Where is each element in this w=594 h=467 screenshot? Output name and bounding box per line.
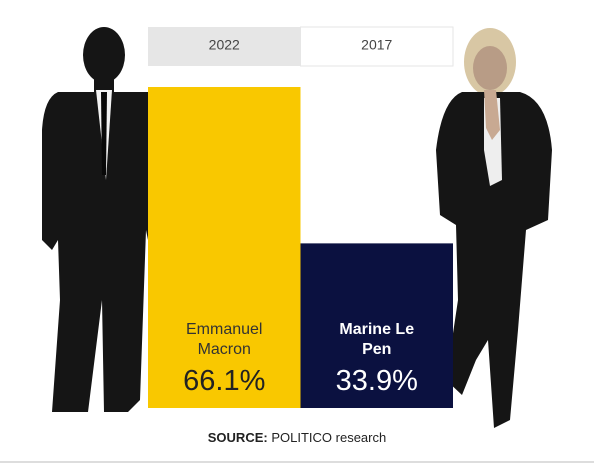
bar xyxy=(300,243,453,408)
tab-label: 2022 xyxy=(209,37,240,53)
candidate-name: Emmanuel Macron xyxy=(186,321,263,358)
tab-label: 2017 xyxy=(361,37,392,53)
tab-bg xyxy=(300,26,454,67)
bar xyxy=(148,87,301,408)
source: POLITICO research xyxy=(271,430,387,445)
candidate-name: Marine Le Pen xyxy=(339,321,415,358)
tab-bg xyxy=(148,27,301,66)
year-tab[interactable]: 2017 xyxy=(300,26,454,67)
source-line: SOURCE: POLITICO research xyxy=(0,430,594,445)
vote-share: 66.1% xyxy=(183,365,266,397)
macron-photo xyxy=(42,27,164,412)
le-pen-photo xyxy=(436,28,552,428)
vote-share: 33.9% xyxy=(335,365,418,397)
year-tab[interactable]: 2022 xyxy=(148,27,301,66)
source-label: SOURCE: xyxy=(207,430,268,445)
